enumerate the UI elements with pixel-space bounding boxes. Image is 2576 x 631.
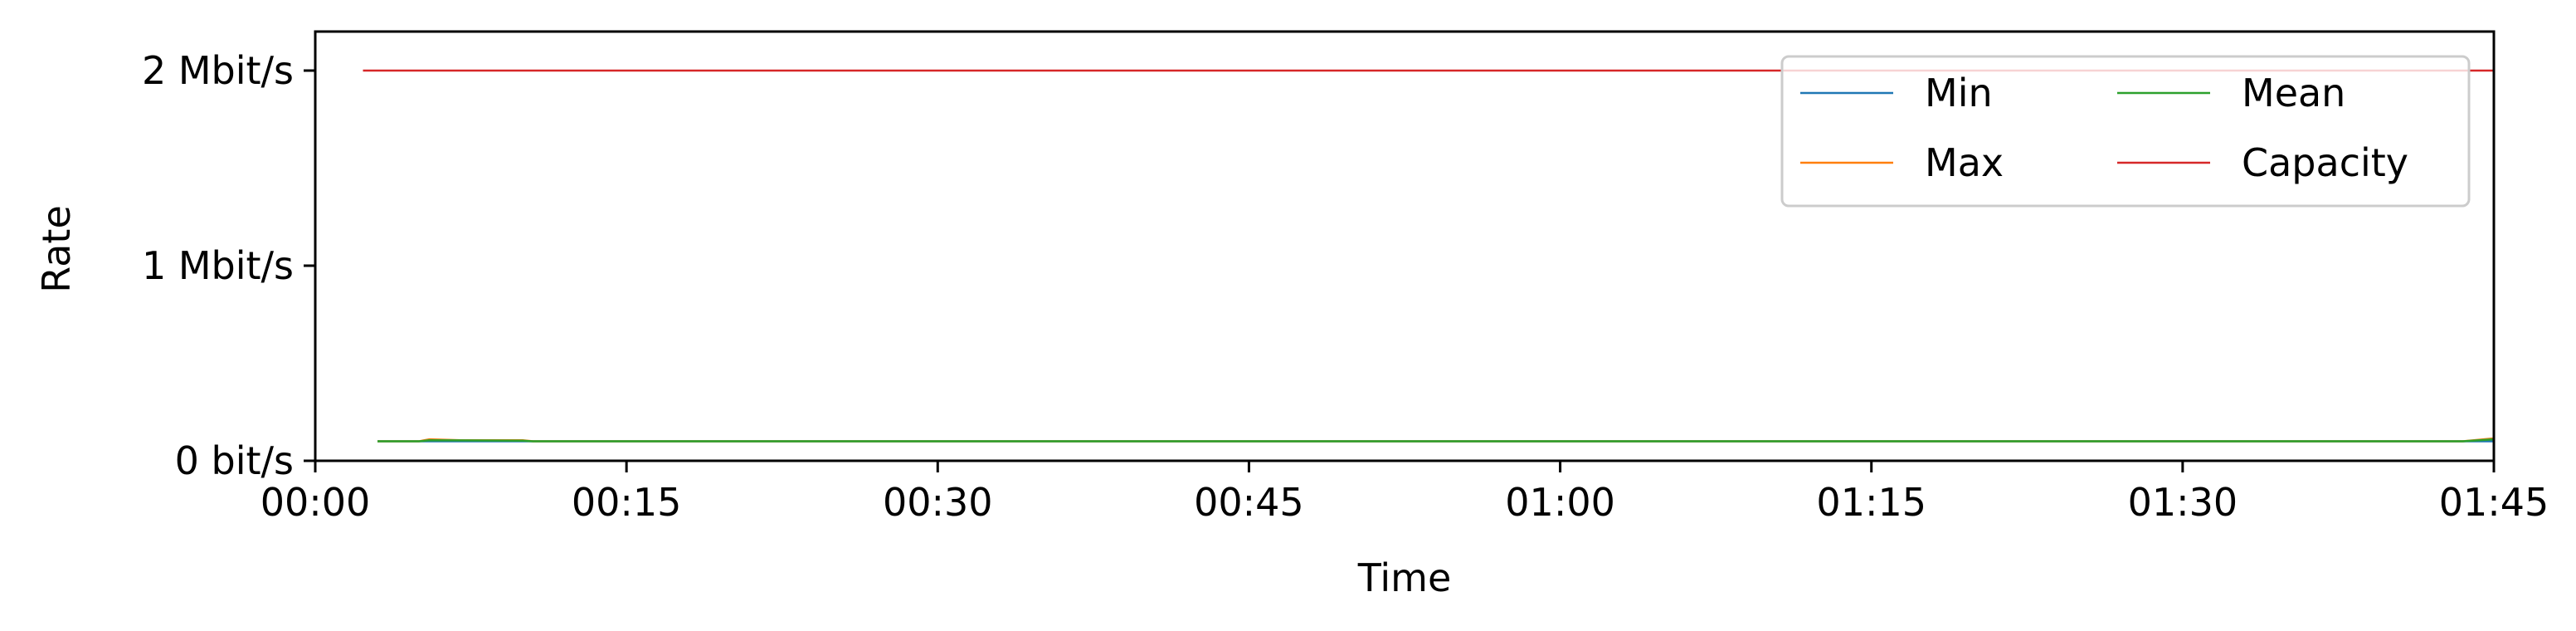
legend-label-max: Max <box>1925 140 2004 185</box>
y-tick-label: 1 Mbit/s <box>142 243 294 288</box>
x-tick-label: 01:15 <box>1816 480 1926 525</box>
x-tick-label: 00:30 <box>883 480 993 525</box>
legend-label-mean: Mean <box>2242 71 2345 115</box>
x-tick-label: 01:30 <box>2128 480 2238 525</box>
plot-area-frame <box>314 30 2496 462</box>
x-tick-label: 01:45 <box>2439 480 2549 525</box>
y-axis-label: Rate <box>34 205 79 292</box>
plot-series <box>363 69 2495 443</box>
x-axis-ticks: 00:00 00:15 00:30 00:45 01:00 01:15 01:30 01:45 <box>261 461 2549 525</box>
y-axis-ticks: 0 bit/s 1 Mbit/s 2 Mbit/s <box>142 48 315 483</box>
x-tick-label: 00:15 <box>572 480 682 525</box>
y-tick-label: 0 bit/s <box>175 438 294 483</box>
y-tick-label: 2 Mbit/s <box>142 48 294 93</box>
x-axis-label: Time <box>1357 555 1452 600</box>
legend: Min Max Mean Capacity <box>1780 55 2471 208</box>
x-tick-label: 00:00 <box>261 480 371 525</box>
legend-frame <box>1780 55 2471 208</box>
x-tick-label: 01:00 <box>1505 480 1615 525</box>
legend-label-min: Min <box>1925 71 1993 115</box>
x-tick-label: 00:45 <box>1194 480 1304 525</box>
series-line-mean <box>377 438 2495 443</box>
legend-label-capacity: Capacity <box>2242 140 2408 185</box>
